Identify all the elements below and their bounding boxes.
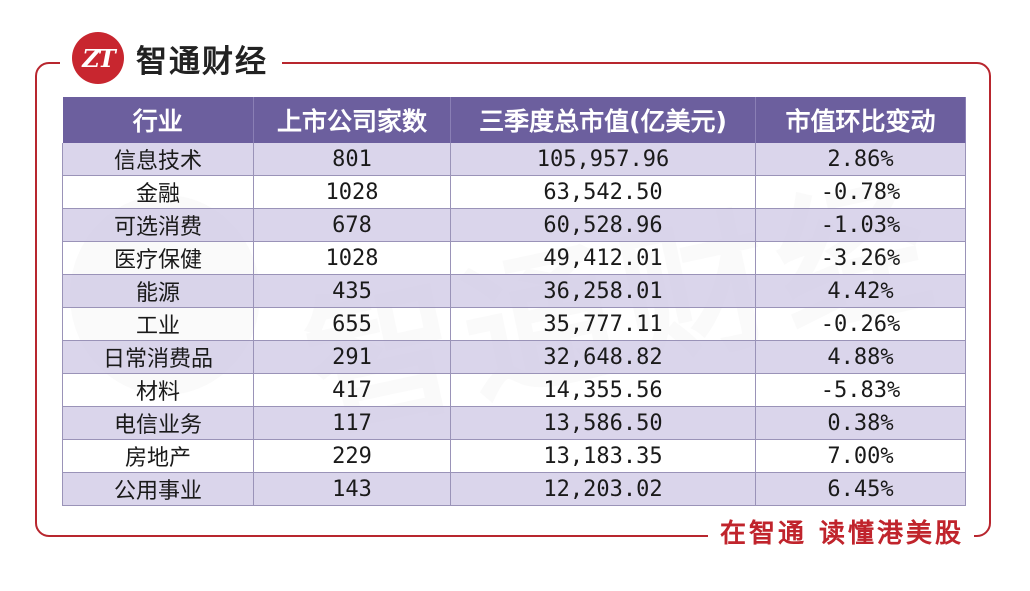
cell-change: 7.00% <box>755 439 966 473</box>
industry-market-cap-table: 行业 上市公司家数 三季度总市值(亿美元) 市值环比变动 信息技术 801 105,… <box>62 97 966 506</box>
table-header-row: 行业 上市公司家数 三季度总市值(亿美元) 市值环比变动 <box>62 97 966 143</box>
table-row: 信息技术 801 105,957.96 2.86% <box>62 143 966 176</box>
brand-name: 智通财经 <box>136 43 268 80</box>
table-row: 工业 655 35,777.11 -0.26% <box>62 307 966 341</box>
cell-change: 0.38% <box>755 406 966 440</box>
cell-industry: 金融 <box>62 175 254 209</box>
cell-industry: 信息技术 <box>62 143 254 176</box>
cell-industry: 可选消费 <box>62 208 254 242</box>
table-row: 金融 1028 63,542.50 -0.78% <box>62 175 966 209</box>
table-row: 公用事业 143 12,203.02 6.45% <box>62 472 966 506</box>
content-frame <box>35 62 991 537</box>
cell-market-cap: 60,528.96 <box>450 208 756 242</box>
zhitong-logo-icon: ZT <box>72 32 124 84</box>
brand-header: ZT 智通财经 <box>60 28 282 88</box>
cell-company-count: 229 <box>253 439 451 473</box>
cell-market-cap: 14,355.56 <box>450 373 756 407</box>
cell-industry: 工业 <box>62 307 254 341</box>
cell-company-count: 143 <box>253 472 451 506</box>
cell-market-cap: 32,648.82 <box>450 340 756 374</box>
cell-company-count: 117 <box>253 406 451 440</box>
cell-industry: 能源 <box>62 274 254 308</box>
header-total-market-cap: 三季度总市值(亿美元) <box>450 97 756 143</box>
cell-market-cap: 12,203.02 <box>450 472 756 506</box>
table-row: 日常消费品 291 32,648.82 4.88% <box>62 340 966 374</box>
cell-company-count: 435 <box>253 274 451 308</box>
cell-company-count: 655 <box>253 307 451 341</box>
cell-change: 6.45% <box>755 472 966 506</box>
cell-market-cap: 13,183.35 <box>450 439 756 473</box>
table-row: 电信业务 117 13,586.50 0.38% <box>62 406 966 440</box>
cell-industry: 医疗保健 <box>62 241 254 275</box>
cell-industry: 材料 <box>62 373 254 407</box>
header-market-cap-change: 市值环比变动 <box>755 97 966 143</box>
cell-change: -0.26% <box>755 307 966 341</box>
table-row: 房地产 229 13,183.35 7.00% <box>62 439 966 473</box>
table-row: 可选消费 678 60,528.96 -1.03% <box>62 208 966 242</box>
cell-market-cap: 36,258.01 <box>450 274 756 308</box>
cell-industry: 电信业务 <box>62 406 254 440</box>
cell-company-count: 678 <box>253 208 451 242</box>
cell-industry: 日常消费品 <box>62 340 254 374</box>
header-industry: 行业 <box>62 97 254 143</box>
cell-change: 4.88% <box>755 340 966 374</box>
slogan: 在智通 读懂港美股 <box>707 514 974 554</box>
table-row: 能源 435 36,258.01 4.42% <box>62 274 966 308</box>
cell-market-cap: 13,586.50 <box>450 406 756 440</box>
table-row: 医疗保健 1028 49,412.01 -3.26% <box>62 241 966 275</box>
cell-company-count: 417 <box>253 373 451 407</box>
cell-change: 2.86% <box>755 143 966 176</box>
cell-industry: 房地产 <box>62 439 254 473</box>
cell-market-cap: 63,542.50 <box>450 175 756 209</box>
cell-change: -5.83% <box>755 373 966 407</box>
cell-market-cap: 49,412.01 <box>450 241 756 275</box>
cell-industry: 公用事业 <box>62 472 254 506</box>
table-row: 材料 417 14,355.56 -5.83% <box>62 373 966 407</box>
cell-change: -3.26% <box>755 241 966 275</box>
cell-change: -0.78% <box>755 175 966 209</box>
header-company-count: 上市公司家数 <box>253 97 451 143</box>
cell-company-count: 801 <box>253 143 451 176</box>
cell-company-count: 291 <box>253 340 451 374</box>
cell-company-count: 1028 <box>253 241 451 275</box>
cell-market-cap: 35,777.11 <box>450 307 756 341</box>
cell-change: -1.03% <box>755 208 966 242</box>
cell-market-cap: 105,957.96 <box>450 143 756 176</box>
cell-change: 4.42% <box>755 274 966 308</box>
cell-company-count: 1028 <box>253 175 451 209</box>
